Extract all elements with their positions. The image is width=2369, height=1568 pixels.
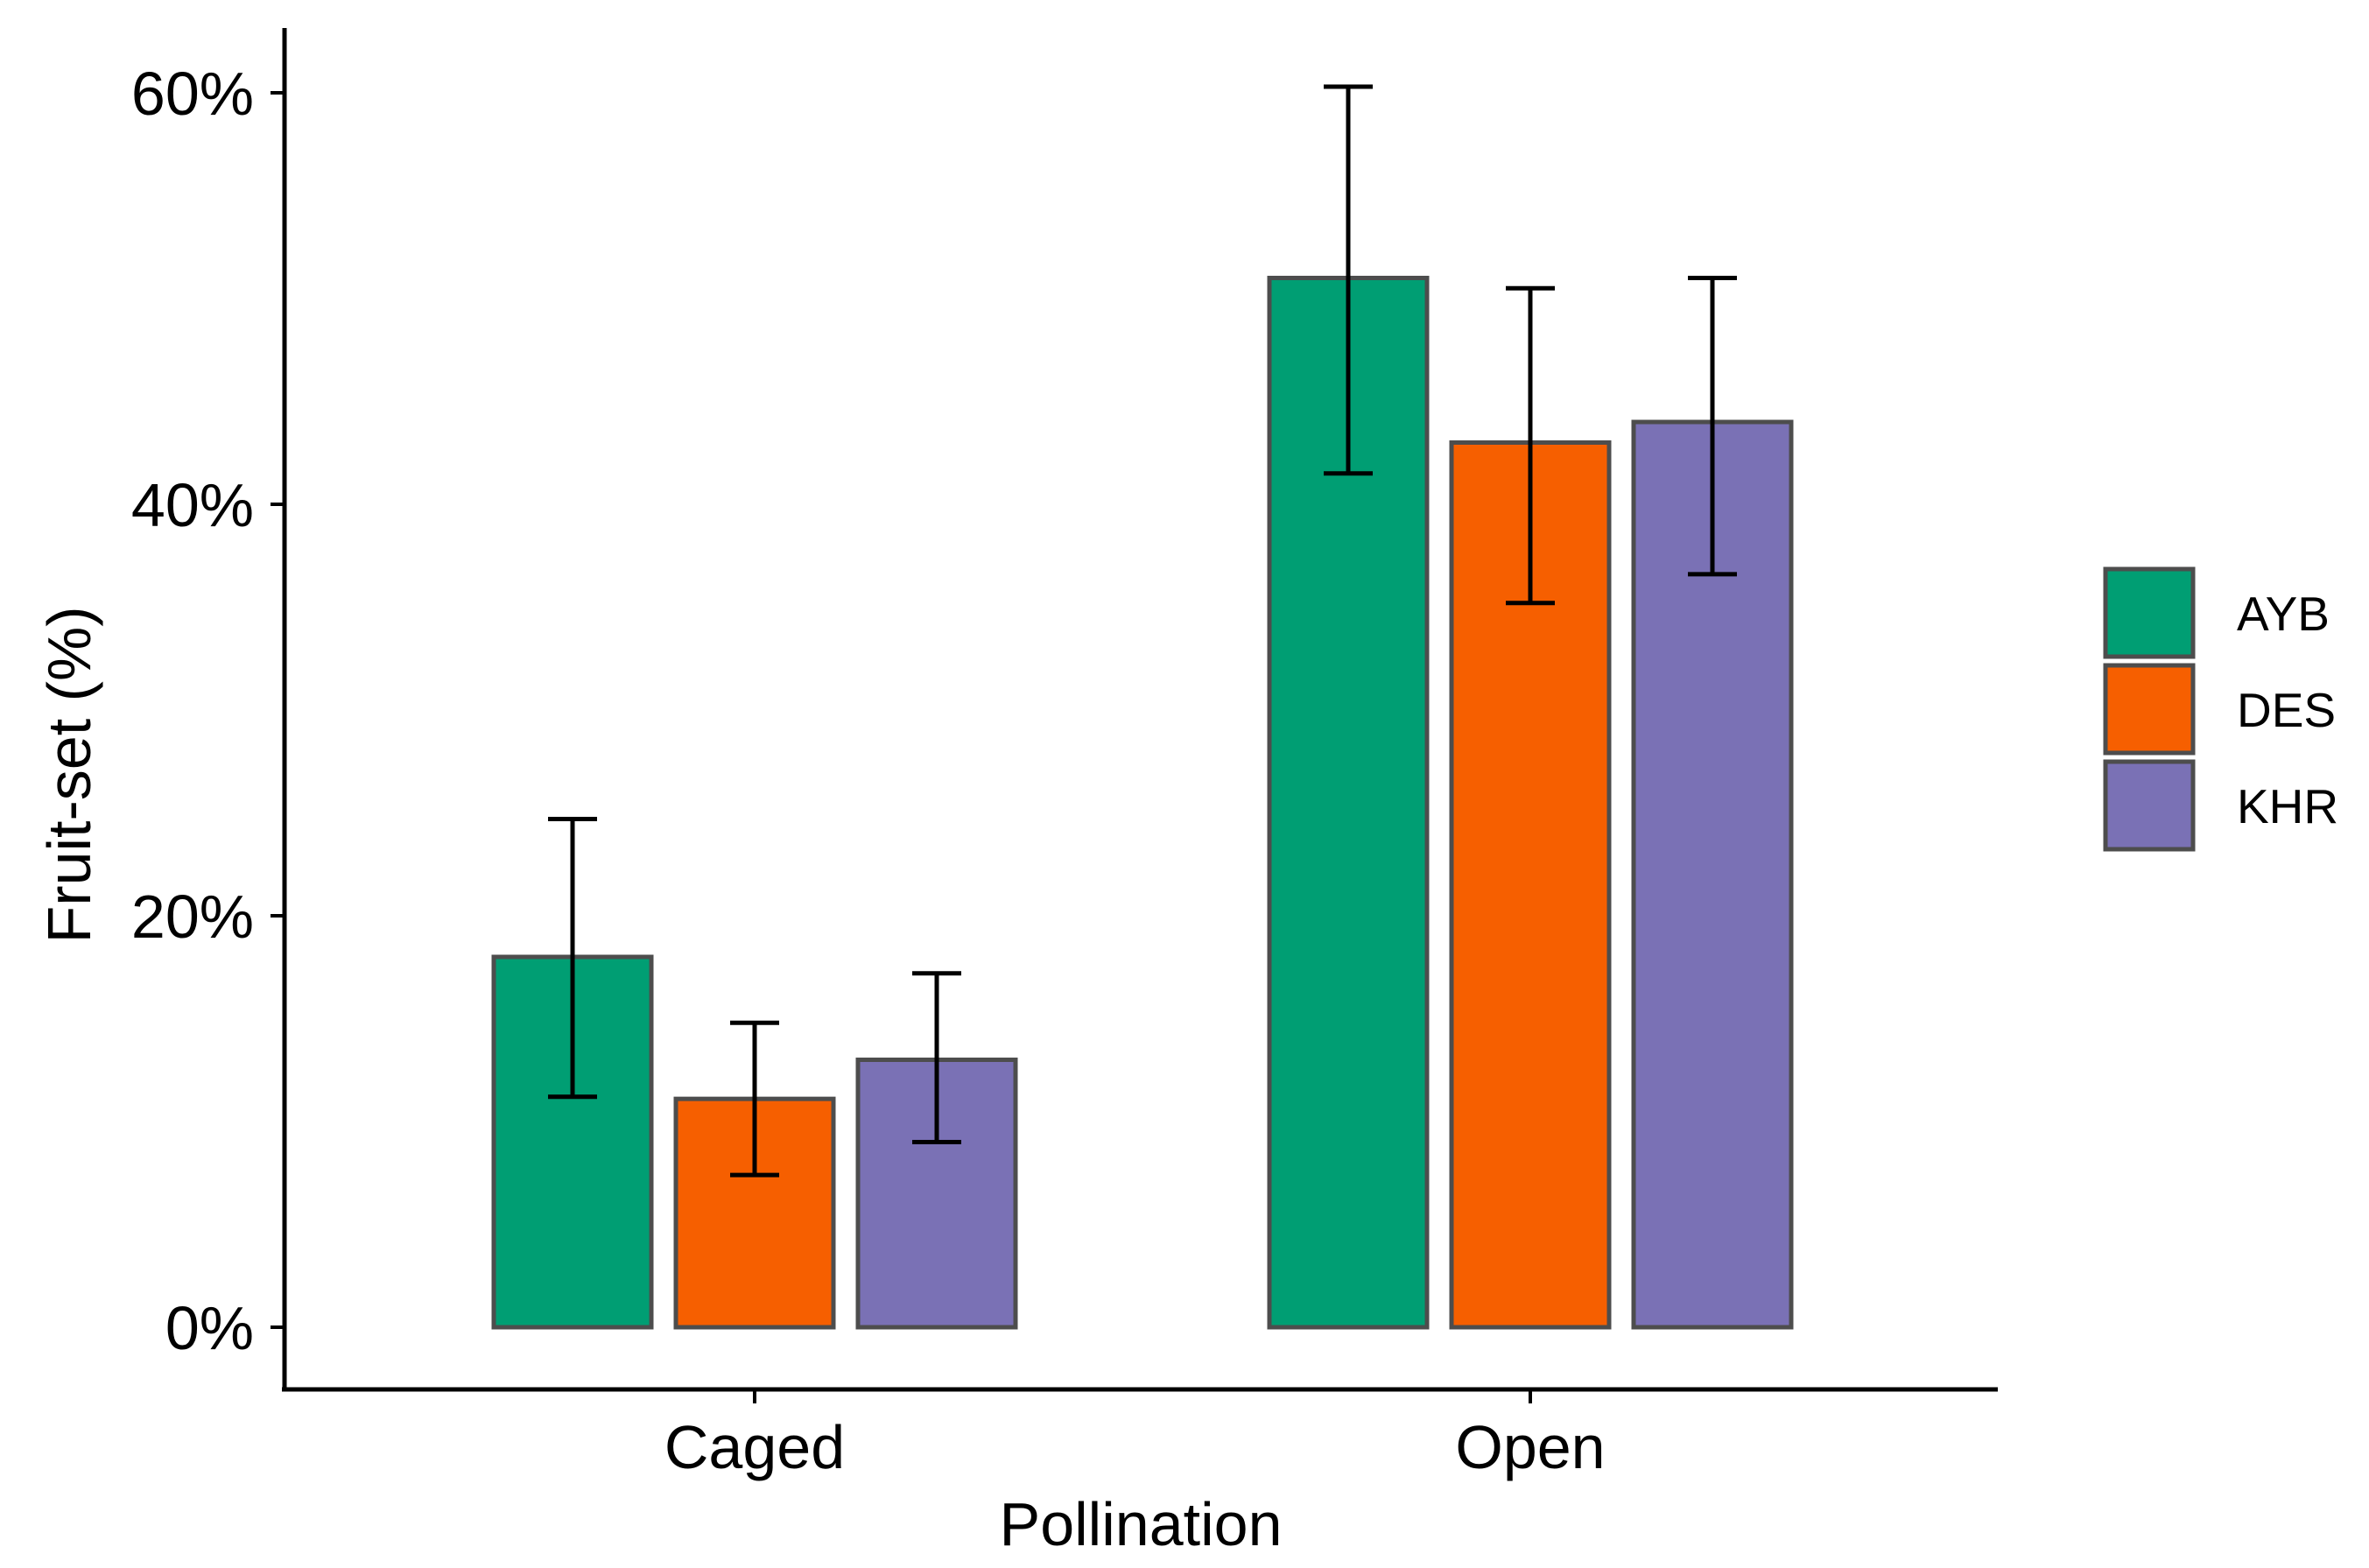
x-tick-label: Open [1455, 1413, 1605, 1481]
legend-label: AYB [2237, 587, 2330, 641]
error-bar-ayb-open [1324, 84, 1373, 476]
bar-des-open [1449, 440, 1612, 1330]
legend-swatch [2103, 566, 2196, 659]
y-tick-label: 40% [131, 471, 254, 539]
error-bar-des-open [1506, 285, 1555, 606]
legend-item-ayb: AYB [2103, 566, 2330, 659]
x-axis-title: Pollination [1000, 1490, 1283, 1558]
bar-khr-caged [855, 1058, 1018, 1330]
error-bar-khr-open [1688, 276, 1737, 577]
y-tick-label: 60% [131, 60, 254, 128]
legend-label: DES [2237, 683, 2336, 737]
y-ticks-layer: 0% 20% 40% 60% [131, 60, 285, 1362]
error-bar-khr-caged [912, 971, 961, 1144]
bars-layer [491, 276, 1794, 1330]
legend-item-des: DES [2103, 663, 2336, 756]
x-ticks-layer: Caged Open [664, 1389, 1606, 1481]
error-bar-ayb-caged [548, 817, 597, 1100]
legend-label: KHR [2237, 779, 2338, 833]
y-tick-label: 0% [165, 1294, 254, 1362]
legend: AYB DES KHR [2103, 566, 2338, 852]
error-bars-layer [548, 84, 1737, 1178]
legend-swatch [2103, 663, 2196, 756]
legend-item-khr: KHR [2103, 759, 2338, 852]
axes-layer [282, 28, 1998, 1392]
legend-swatch [2103, 759, 2196, 852]
error-bar-des-caged [730, 1020, 779, 1178]
y-tick-label: 20% [131, 882, 254, 951]
x-tick-label: Caged [664, 1413, 845, 1481]
y-axis-title: Fruit-set (%) [35, 607, 103, 944]
